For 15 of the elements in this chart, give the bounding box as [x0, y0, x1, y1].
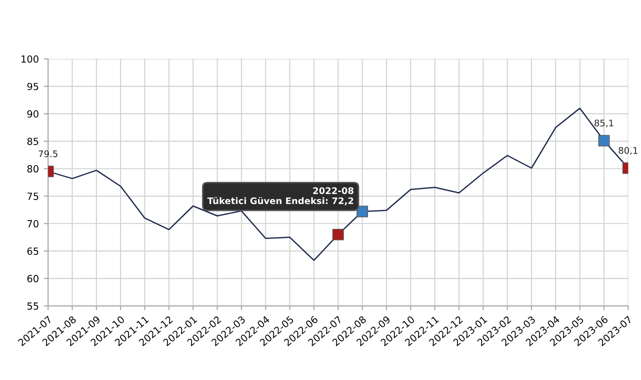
y-tick-label: 55 [27, 302, 38, 310]
y-tick-label: 70 [27, 220, 38, 228]
y-tick-label: 65 [27, 247, 38, 255]
y-tick-label: 60 [27, 274, 38, 282]
data-label: 80,1 [618, 147, 638, 155]
y-tick-label: 80 [27, 165, 38, 173]
data-label: 85,1 [594, 120, 614, 128]
y-tick-label: 95 [27, 82, 38, 90]
y-tick-label: 90 [27, 110, 38, 118]
data-label: 79.5 [38, 150, 58, 158]
point [356, 206, 368, 218]
y-tick-label: 75 [27, 192, 38, 200]
y-tick-label: 100 [22, 55, 38, 63]
annotation: 2022-08 Tüketici Güven Endeksi: 72,2 [207, 187, 354, 206]
y-tick-label: 85 [27, 138, 38, 146]
